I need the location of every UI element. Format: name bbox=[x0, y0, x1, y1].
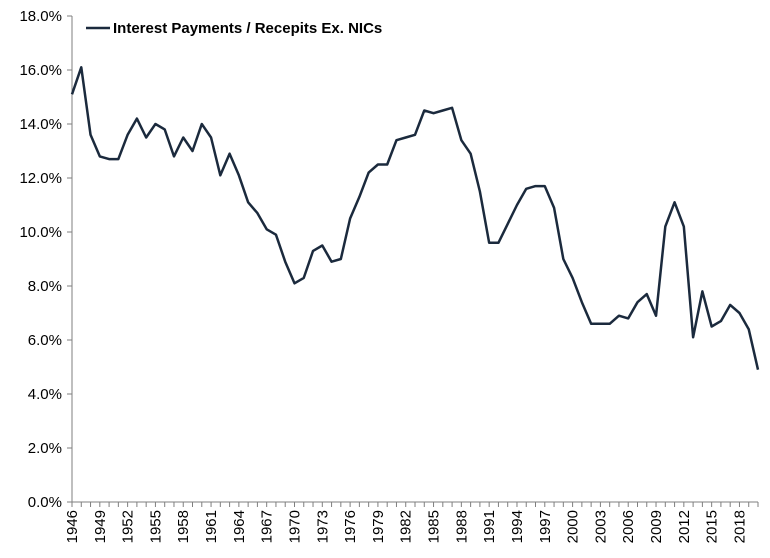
x-tick-label: 1997 bbox=[537, 510, 554, 543]
x-tick-label: 1991 bbox=[481, 510, 498, 543]
y-tick-label: 10.0% bbox=[19, 224, 62, 241]
x-tick-label: 1979 bbox=[370, 510, 387, 543]
x-tick-label: 2000 bbox=[565, 510, 582, 543]
x-tick-label: 1955 bbox=[147, 510, 164, 543]
x-tick-label: 1967 bbox=[259, 510, 276, 543]
x-tick-label: 1952 bbox=[120, 510, 137, 543]
legend: Interest Payments / Recepits Ex. NICs bbox=[86, 20, 382, 37]
y-axis: 0.0% 2.0% 4.0% 6.0% 8.0% 10.0% 12.0% 14.0% 16.0%… bbox=[19, 8, 73, 511]
y-tick-label: 14.0% bbox=[19, 116, 62, 133]
y-tick-label: 0.0% bbox=[28, 494, 62, 511]
series-lines bbox=[70, 66, 760, 370]
x-tick-label: 1949 bbox=[92, 510, 109, 543]
x-tick-label: 2006 bbox=[620, 510, 637, 543]
y-tick-label: 2.0% bbox=[28, 440, 62, 457]
x-tick-label: 1994 bbox=[509, 510, 526, 543]
y-tick-label: 16.0% bbox=[19, 62, 62, 79]
x-tick-label: 2018 bbox=[731, 510, 748, 543]
x-axis: 1946 1949 1952 1955 1958 1961 1964 1967 1970 1973… bbox=[64, 501, 759, 543]
x-tick-label: 1976 bbox=[342, 510, 359, 543]
x-tick-label: 1982 bbox=[398, 510, 415, 543]
x-tick-label: 1985 bbox=[426, 510, 443, 543]
legend-label: Interest Payments / Recepits Ex. NICs bbox=[113, 20, 382, 37]
y-tick-label: 8.0% bbox=[28, 278, 62, 295]
x-tick-label: 1973 bbox=[314, 510, 331, 543]
x-tick-label: 1988 bbox=[453, 510, 470, 543]
x-tick-label: 1970 bbox=[286, 510, 303, 543]
x-tick-label: 2003 bbox=[592, 510, 609, 543]
x-tick-label: 1946 bbox=[64, 510, 81, 543]
y-tick-label: 12.0% bbox=[19, 170, 62, 187]
series-line bbox=[70, 66, 760, 370]
y-tick-label: 18.0% bbox=[19, 8, 62, 25]
x-tick-label: 2015 bbox=[704, 510, 721, 543]
y-tick-label: 6.0% bbox=[28, 332, 62, 349]
x-tick-label: 2012 bbox=[676, 510, 693, 543]
y-tick-label: 4.0% bbox=[28, 386, 62, 403]
x-tick-label: 1958 bbox=[175, 510, 192, 543]
x-tick-label: 1964 bbox=[231, 510, 248, 543]
x-tick-label: 2009 bbox=[648, 510, 665, 543]
x-tick-label: 1961 bbox=[203, 510, 220, 543]
